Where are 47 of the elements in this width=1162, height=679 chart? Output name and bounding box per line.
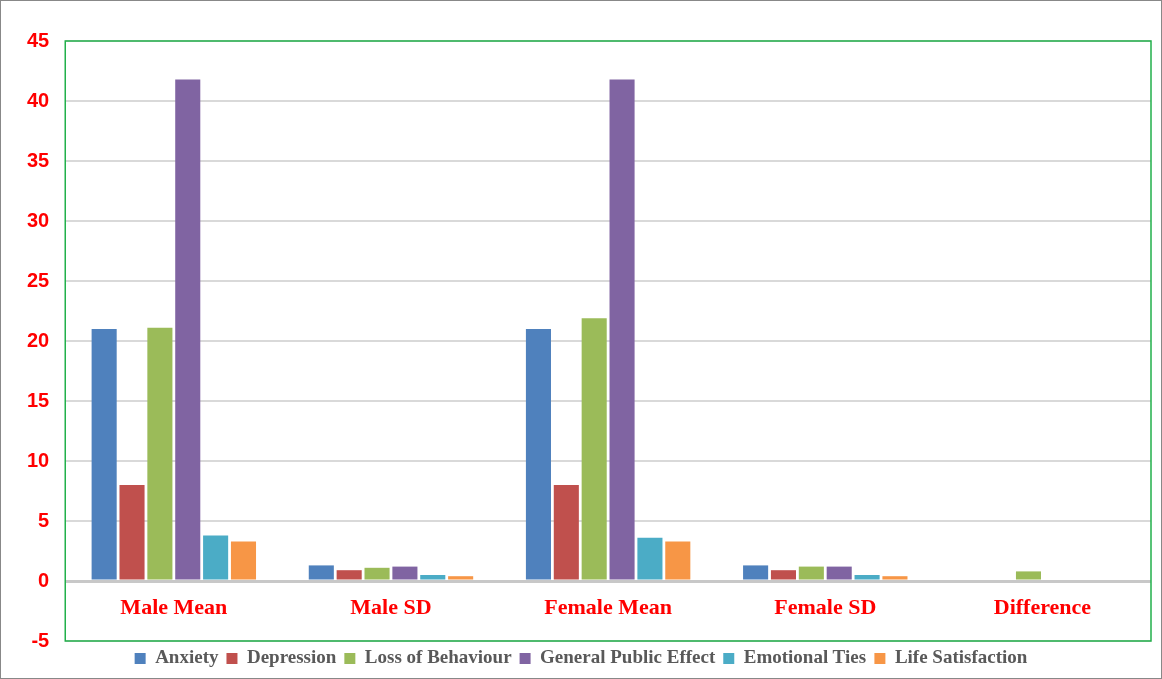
bar: [609, 79, 635, 580]
legend-label: Emotional Ties: [743, 646, 867, 668]
bar: [91, 329, 117, 580]
legend-label: Life Satisfaction: [894, 646, 1028, 668]
y-tick-label: -5: [31, 628, 50, 651]
bar: [770, 570, 797, 580]
x-tick-label: Female SD: [774, 593, 877, 619]
bar: [364, 567, 390, 580]
x-tick-label: Male SD: [350, 593, 432, 619]
x-tick-label: Female Mean: [544, 593, 672, 619]
y-tick-label: 30: [27, 208, 50, 231]
legend-label: General Public Effect: [540, 646, 716, 668]
y-tick-label: 25: [27, 268, 50, 291]
y-tick-label: 15: [27, 388, 50, 411]
x-tick-label: Male Mean: [120, 593, 228, 619]
bar: [826, 566, 852, 580]
y-tick-label: 35: [27, 148, 50, 171]
bar: [175, 79, 201, 580]
x-tick-label: Difference: [993, 593, 1092, 619]
y-tick-label: 20: [27, 328, 50, 351]
y-tick-label: 45: [27, 28, 50, 51]
bar: [1015, 571, 1042, 580]
bar: [581, 318, 607, 580]
bar: [392, 566, 418, 580]
bar: [665, 541, 691, 580]
legend-label: Anxiety: [155, 646, 219, 668]
bar: [448, 576, 474, 580]
bar: [230, 541, 257, 580]
y-tick-label: 10: [27, 448, 50, 471]
y-tick-label: 40: [27, 88, 50, 111]
bar: [119, 485, 145, 580]
bar: [420, 575, 446, 580]
legend-label: Depression: [246, 646, 337, 668]
y-tick-label: 5: [38, 508, 50, 531]
bar: [854, 575, 880, 580]
bar: [743, 565, 769, 580]
legend-label: Loss of Behaviour: [364, 646, 513, 668]
bar: [553, 485, 579, 580]
bar: [147, 327, 173, 580]
y-tick-label: 0: [38, 568, 50, 591]
bar: [336, 570, 362, 580]
bar: [637, 537, 663, 580]
bar: [308, 565, 334, 580]
bar: [203, 535, 229, 580]
bar: [525, 329, 551, 580]
bar: [798, 566, 824, 580]
bar: [882, 576, 908, 580]
